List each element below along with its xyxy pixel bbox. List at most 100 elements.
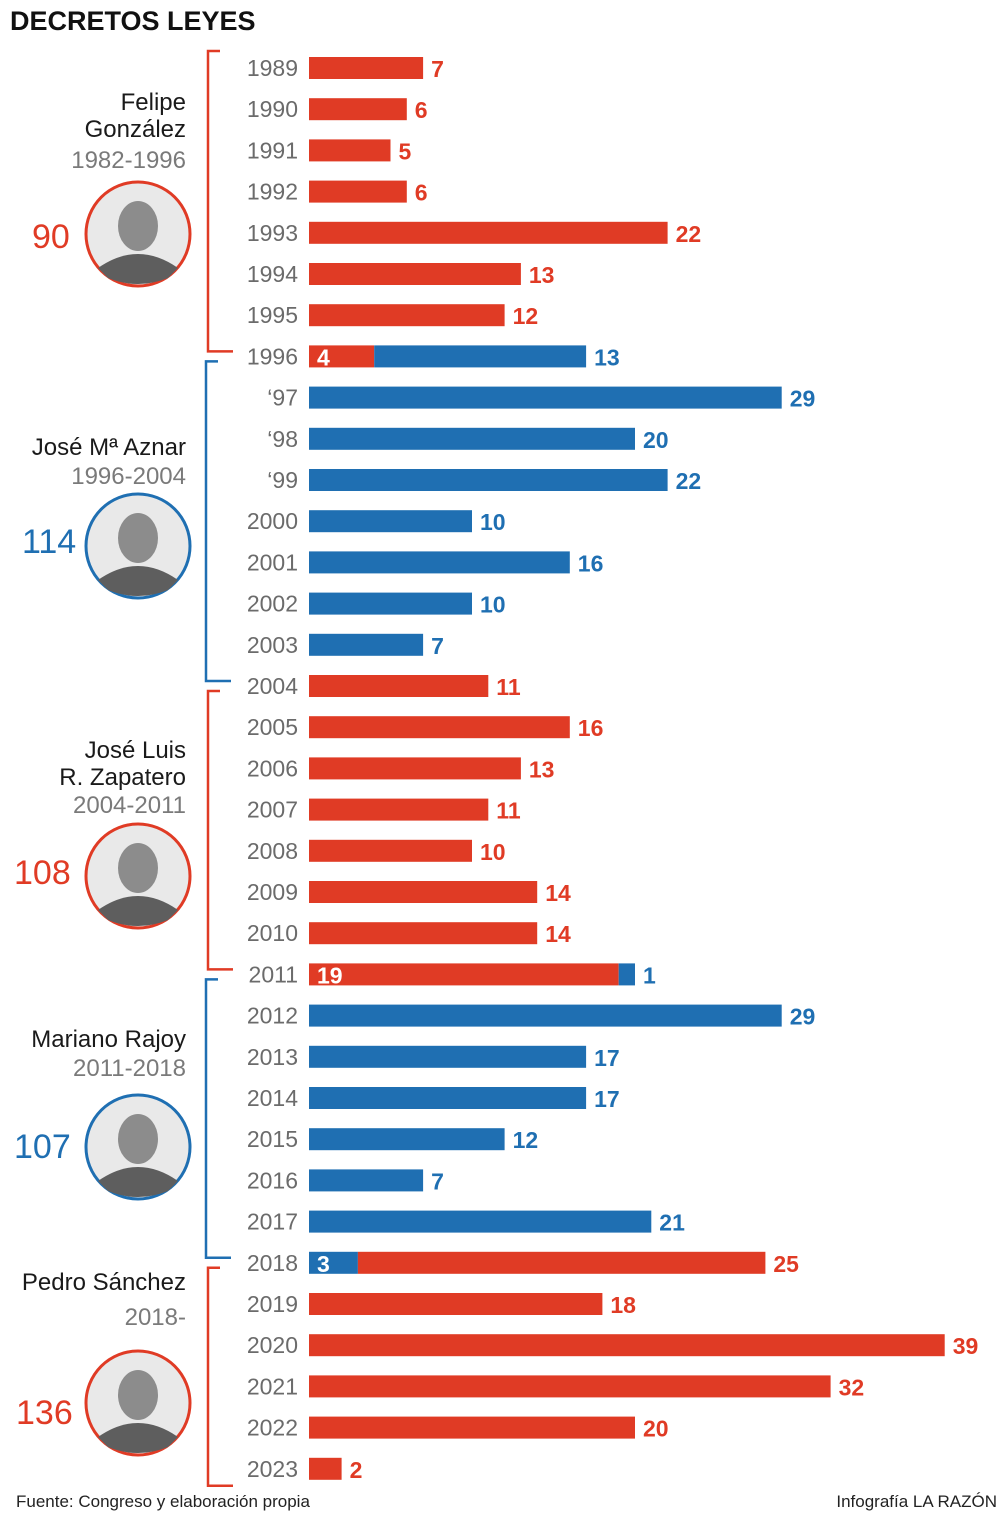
- year-label: 2018: [247, 1250, 298, 1276]
- year-label: 2006: [247, 755, 298, 781]
- bar-row-2019: 2019 18: [247, 1291, 636, 1318]
- bar-row-2003: 2003 7: [247, 632, 444, 659]
- year-label: 1991: [247, 137, 298, 163]
- bar-row-2010: 2010 14: [247, 920, 571, 947]
- leader-total: 90: [32, 218, 70, 256]
- bar-row-2017: 2017 21: [247, 1209, 685, 1236]
- bar-psoe: [309, 98, 407, 121]
- value-label: 12: [513, 303, 539, 329]
- leader-name: José Mª Aznar: [32, 434, 186, 461]
- value-label: 22: [676, 468, 702, 494]
- bar-row-1994: 1994 13: [247, 261, 555, 288]
- value-label: 29: [790, 386, 816, 412]
- bar-row-1993: 1993 22: [247, 220, 701, 247]
- bar-psoe: [309, 922, 538, 945]
- bar-psoe: [309, 757, 521, 780]
- bar-psoe: [309, 1293, 603, 1315]
- year-label: 2011: [249, 961, 298, 987]
- value-label: 6: [415, 97, 428, 123]
- bracket-3: [206, 689, 233, 971]
- bar-row-2004: 2004 11: [247, 673, 521, 700]
- bar-pp: [309, 386, 782, 409]
- bar-pp: [374, 345, 587, 368]
- value-label: 16: [578, 715, 604, 741]
- leader-name: González: [85, 116, 186, 143]
- bar-pp: [309, 510, 472, 533]
- bar-psoe: [309, 1334, 945, 1357]
- leader-name: José Luis: [85, 737, 186, 764]
- bar-psoe: [309, 139, 391, 162]
- bar-row-2007: 2007 11: [247, 797, 521, 824]
- value-label: 18: [610, 1292, 636, 1318]
- bar-psoe: [309, 716, 570, 739]
- bar-row-1992: 1992 6: [247, 179, 428, 206]
- year-label: 2015: [247, 1126, 298, 1152]
- year-label: ‘99: [267, 467, 298, 493]
- bar-pp: [309, 1045, 587, 1068]
- bar-row-97: ‘97 29: [267, 385, 815, 412]
- bar-pp: [309, 1210, 652, 1233]
- bar-psoe: [309, 1416, 635, 1439]
- bar-row-1991: 1991 5: [247, 137, 412, 164]
- year-label: 2020: [247, 1332, 298, 1358]
- year-label: 1989: [247, 55, 298, 81]
- value-label: 13: [529, 756, 555, 782]
- felipe-gonzalez-portrait: [84, 180, 192, 288]
- bar-row-2018: 2018 3 25: [247, 1250, 799, 1277]
- bar-psoe: [309, 345, 375, 368]
- value-label: 13: [529, 262, 555, 288]
- bar-row-2022: 2022 20: [247, 1415, 669, 1442]
- year-label: 2021: [247, 1373, 298, 1399]
- bar-pp: [309, 1128, 505, 1151]
- bar-row-2008: 2008 10: [247, 838, 506, 865]
- bar-row-2005: 2005 16: [247, 714, 604, 741]
- bar-psoe: [309, 221, 668, 244]
- chart-title: DECRETOS LEYES: [10, 6, 256, 36]
- bar-row-1989: 1989 7: [247, 55, 444, 82]
- bar-row-1996: 1996 4 13: [247, 343, 620, 370]
- bar-psoe: [309, 798, 489, 821]
- leader-total: 107: [14, 1128, 71, 1166]
- year-label: 2023: [247, 1456, 298, 1482]
- bar-psoe: [309, 881, 538, 903]
- bar-pp: [309, 469, 668, 491]
- value-label: 25: [773, 1251, 799, 1277]
- value-label: 1: [643, 962, 656, 988]
- leader-panel-5: Pedro Sánchez 2018- 136: [16, 1269, 192, 1457]
- value-label: 19: [317, 962, 343, 988]
- leader-period: 2004-2011: [73, 792, 186, 819]
- bar-row-2002: 2002 10: [247, 591, 506, 618]
- leader-period: 2018-: [125, 1304, 186, 1331]
- value-label: 20: [643, 427, 669, 453]
- year-label: 1994: [247, 261, 298, 287]
- bar-pp: [618, 963, 635, 986]
- bar-row-2021: 2021 32: [247, 1373, 864, 1400]
- leader-name: Felipe: [121, 89, 186, 116]
- leader-total: 108: [14, 854, 71, 892]
- value-label: 14: [545, 880, 571, 906]
- bar-row-2020: 2020 39: [247, 1332, 978, 1359]
- leader-period: 2011-2018: [73, 1055, 186, 1082]
- value-label: 4: [317, 344, 330, 370]
- bar-psoe: [309, 1375, 831, 1398]
- value-label: 20: [643, 1416, 669, 1442]
- bar-pp: [309, 633, 424, 656]
- value-label: 39: [953, 1333, 979, 1359]
- year-label: 1990: [247, 96, 298, 122]
- year-label: ‘97: [267, 385, 298, 411]
- leader-total: 114: [22, 523, 76, 561]
- mariano-rajoy-portrait: [84, 1093, 192, 1201]
- leader-name: R. Zapatero: [59, 764, 186, 791]
- value-label: 12: [513, 1127, 539, 1153]
- bar-psoe: [309, 57, 424, 79]
- value-label: 6: [415, 180, 428, 206]
- bar-row-2014: 2014 17: [247, 1085, 620, 1112]
- bar-psoe: [309, 180, 407, 203]
- bar-row-1995: 1995 12: [247, 302, 538, 329]
- year-label: 1995: [247, 302, 298, 328]
- year-label: 2016: [247, 1167, 298, 1193]
